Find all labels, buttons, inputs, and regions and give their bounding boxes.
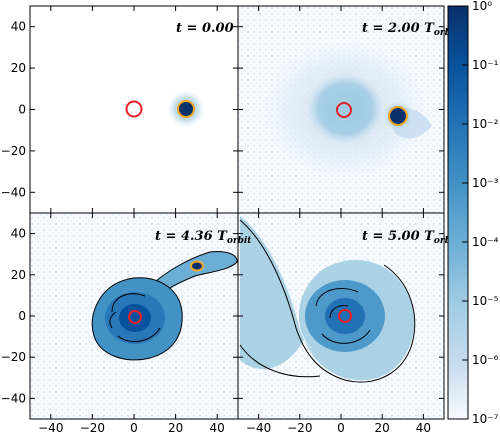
central-object-marker: [338, 309, 352, 323]
companion-core: [190, 260, 204, 272]
colorbar-tick-label: 10⁰: [472, 0, 492, 13]
y-tick-label: 20: [11, 268, 26, 282]
y-tick-label: 40: [11, 227, 26, 241]
time-label-bottom-right: t = 5.00 Torbit: [362, 229, 459, 246]
colorbar-tick-label: 10⁻⁷: [472, 412, 499, 426]
colorbar-tick-label: 10⁻⁴: [472, 235, 499, 249]
x-tick-label: 0: [130, 421, 138, 434]
panel-top-left-content: [125, 90, 205, 128]
panel-bottom-left-content: [91, 251, 238, 361]
x-tick-label: 40: [416, 421, 431, 434]
y-tick-label: 20: [11, 61, 26, 75]
x-tick-label: −40: [246, 421, 271, 434]
y-tick-label: 0: [18, 309, 26, 323]
time-label-bottom-left: t = 4.36 Torbit: [155, 229, 252, 246]
colorbar: [447, 5, 469, 420]
y-tick-label: 0: [18, 103, 26, 117]
x-tick-label: 0: [337, 421, 345, 434]
y-tick-label: 40: [11, 20, 26, 34]
central-object-marker: [125, 100, 143, 118]
panel-bottom-right-content: [239, 216, 416, 383]
time-label-top-right: t = 2.00 Torbit: [362, 21, 459, 38]
tidal-stream: [149, 251, 238, 299]
y-tick-label: −40: [1, 185, 26, 199]
colorbar-tick-label: 10⁻⁵: [472, 294, 499, 308]
companion-core: [178, 101, 194, 117]
central-object-marker: [336, 102, 352, 118]
x-tick-label: 40: [210, 421, 225, 434]
companion-core: [390, 108, 406, 124]
y-tick-label: −20: [1, 144, 26, 158]
time-label-top-left: t = 0.00: [176, 21, 234, 36]
colorbar-tick-label: 10⁻³: [472, 176, 499, 190]
gas-cloud: [306, 72, 384, 145]
x-tick-label: −20: [80, 421, 105, 434]
colorbar-tick-label: 10⁻²: [472, 117, 499, 131]
x-tick-label: 20: [375, 421, 390, 434]
panel-top-left: [30, 6, 238, 213]
colorbar-tick-label: 10⁻⁶: [472, 353, 499, 367]
y-tick-label: −40: [1, 391, 26, 405]
panel-top-right-content: [250, 30, 440, 190]
disk-inner: [119, 304, 151, 332]
x-tick-label: 20: [168, 421, 183, 434]
spiral-contour: [315, 288, 371, 344]
disk-inner: [325, 298, 365, 334]
x-tick-label: −40: [38, 421, 63, 434]
companion-ring: [177, 100, 195, 118]
companion-ring: [388, 106, 408, 126]
tail-contour: [239, 219, 416, 383]
central-object-marker: [128, 310, 142, 324]
x-tick-label: −20: [287, 421, 312, 434]
spiral-contour: [109, 293, 161, 343]
colorbar-tick-label: 10⁻¹: [472, 58, 499, 72]
y-tick-label: −20: [1, 350, 26, 364]
